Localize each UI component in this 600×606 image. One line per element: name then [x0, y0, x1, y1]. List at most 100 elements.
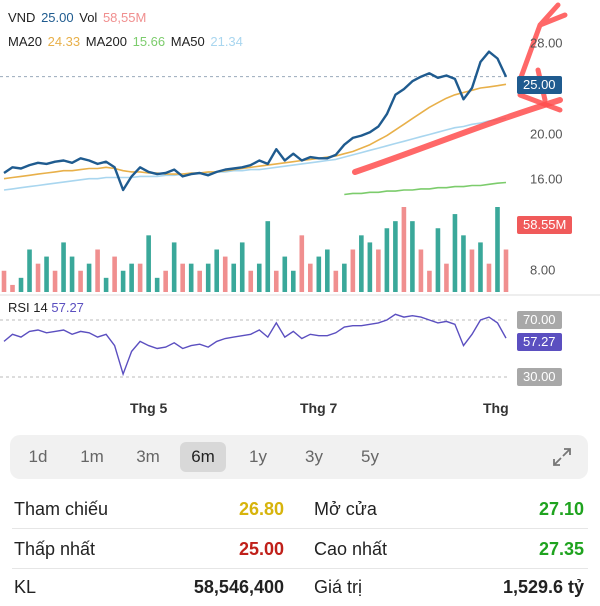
- volume-bar: [10, 284, 15, 292]
- mo-cua-value: 27.10: [538, 499, 584, 519]
- rsi-lower-tag: 30.00: [517, 368, 562, 386]
- volume-bar: [61, 242, 66, 292]
- volume-bar: [205, 263, 211, 292]
- ma20-value: 24.33: [47, 34, 81, 49]
- gia-tri-value: 1,529.6 tỷ: [502, 577, 584, 597]
- volume-bar: [154, 277, 160, 292]
- period-6m[interactable]: 6m: [180, 442, 226, 472]
- vol-value: 58,55M: [102, 10, 147, 25]
- volume-bar: [401, 207, 407, 292]
- volume-bar: [367, 242, 373, 292]
- period-3m[interactable]: 3m: [136, 447, 160, 466]
- rsi-value: 57.27: [51, 300, 84, 315]
- thap-nhat-label: Thấp nhất: [14, 539, 96, 559]
- volume-bar: [265, 221, 271, 292]
- volume-bar: [239, 242, 245, 292]
- ma200-value: 15.66: [132, 34, 166, 49]
- kl-value: 58,546,400: [193, 577, 284, 597]
- volume-bar: [146, 235, 151, 292]
- volume-bar: [35, 263, 41, 292]
- expand-icon[interactable]: [550, 445, 574, 469]
- period-1d[interactable]: 1d: [28, 447, 48, 466]
- volume-bar: [69, 256, 75, 292]
- tham-chieu-label: Tham chiếu: [14, 499, 109, 519]
- volume-bar: [273, 270, 279, 292]
- hand-drawn-annotation: [352, 2, 568, 175]
- volume-bar: [18, 277, 24, 292]
- period-1y[interactable]: 1y: [249, 447, 267, 466]
- period-selector: 1d 1m 3m 6m 1y 3y 5y: [10, 435, 588, 479]
- gia-tri-label: Giá trị: [314, 577, 363, 597]
- cao-nhat-label: Cao nhất: [314, 539, 388, 559]
- volume-bar: [256, 263, 262, 292]
- rsi-lines: [3, 313, 507, 377]
- ma200-line: [344, 181, 507, 196]
- volume-bar: [359, 235, 364, 292]
- annotation-arrow-stroke: [517, 2, 568, 113]
- volume-bar: [350, 249, 356, 292]
- period-3y[interactable]: 3y: [305, 447, 323, 466]
- tham-chieu-value: 26.80: [238, 499, 284, 519]
- volume-bar: [78, 270, 83, 292]
- ma200-label: MA200: [85, 34, 127, 49]
- volume-bar: [129, 263, 134, 292]
- volume-bar: [435, 228, 441, 292]
- volume-bar: [478, 242, 483, 292]
- volume-bar: [188, 263, 194, 292]
- volume-bar: [180, 263, 185, 292]
- rsi-line: [3, 313, 507, 377]
- volume-bar: [427, 270, 432, 292]
- rsi-legend: RSI 14 57.27: [8, 300, 84, 315]
- volume-bar: [333, 270, 339, 292]
- ma20-line: [3, 83, 507, 180]
- cao-nhat-value: 27.35: [538, 539, 584, 559]
- price-tick-label: 8.00: [530, 262, 555, 277]
- chart-lines: [3, 50, 508, 196]
- volume-bar: [342, 263, 347, 292]
- volume-bar: [95, 249, 100, 292]
- volume-bar: [290, 270, 296, 292]
- volume-bar: [197, 270, 202, 292]
- volume-bar: [1, 270, 7, 292]
- volume-bar: [282, 256, 288, 292]
- ma50-line: [3, 117, 507, 191]
- volume-bar: [410, 221, 415, 292]
- rsi-upper-tag: 70.00: [517, 311, 562, 329]
- stat-row-2: Thấp nhất 25.00 Cao nhất 27.35: [12, 530, 588, 569]
- kl-label: KL: [14, 577, 37, 597]
- volume-bar: [163, 270, 168, 292]
- legend-line-1: VND 25.00 Vol 58,55M: [8, 10, 148, 25]
- period-5y[interactable]: 5y: [361, 447, 379, 466]
- volume-bar: [103, 277, 109, 292]
- volume-bar: [393, 221, 398, 292]
- volume-bar: [308, 263, 313, 292]
- annotation-trend-stroke: [352, 97, 563, 175]
- price-tick-label: 28.00: [530, 36, 563, 51]
- price-tick-label: 20.00: [530, 126, 563, 141]
- price-tick-label: 16.00: [530, 172, 563, 187]
- volume-bar: [384, 228, 390, 292]
- volume-bar: [452, 214, 458, 292]
- volume-bar: [137, 263, 143, 292]
- volume-bar: [171, 242, 177, 292]
- ma20-label: MA20: [8, 34, 42, 49]
- volume-bar: [27, 249, 32, 292]
- volume-bar: [316, 256, 322, 292]
- volume-bar: [444, 263, 449, 292]
- ma50-value: 21.34: [210, 34, 243, 49]
- current-price-tag: 25.00: [517, 76, 562, 94]
- volume-bar: [376, 249, 381, 292]
- volume-bar: [248, 270, 254, 292]
- mo-cua-label: Mở cửa: [314, 499, 377, 519]
- rsi-label: RSI 14: [8, 300, 48, 315]
- volume-bar: [120, 270, 126, 292]
- month-label-may: Thg 5: [130, 400, 168, 416]
- stat-row-3: KL 58,546,400 Giá trị 1,529.6 tỷ: [12, 568, 588, 606]
- volume-bar: [222, 256, 228, 292]
- volume-bar: [503, 249, 509, 292]
- volume-bar: [44, 256, 49, 292]
- chart-grid: [0, 76, 600, 378]
- period-1m[interactable]: 1m: [80, 447, 104, 466]
